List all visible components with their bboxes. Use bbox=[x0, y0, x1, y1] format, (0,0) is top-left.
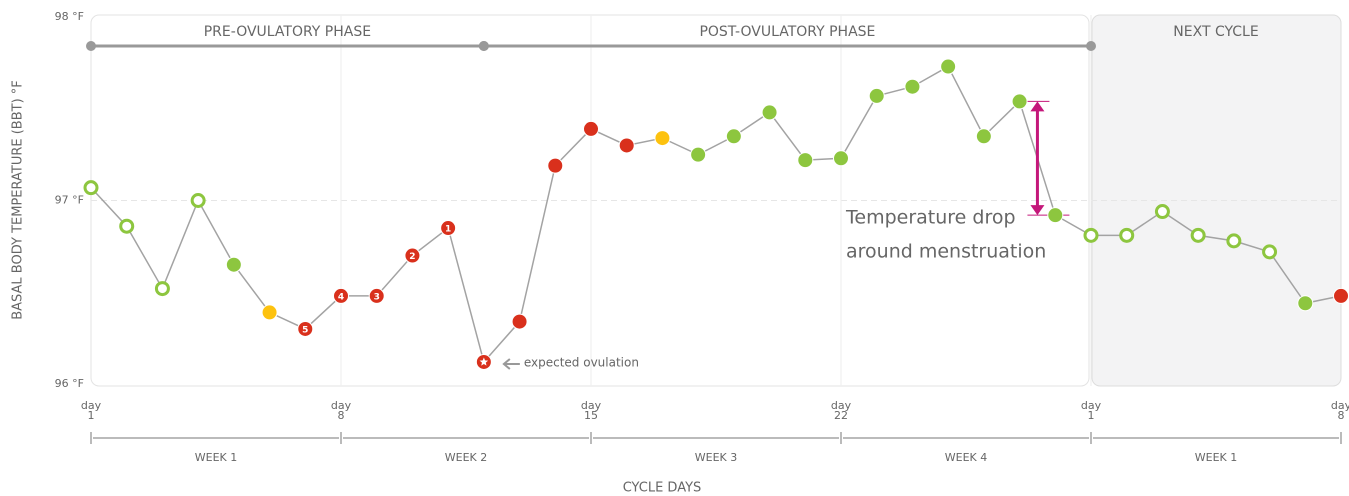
data-point bbox=[154, 281, 170, 297]
data-point bbox=[1262, 244, 1278, 260]
point-label: 5 bbox=[302, 325, 308, 335]
data-point bbox=[583, 120, 599, 137]
data-point bbox=[404, 247, 421, 264]
data-point bbox=[654, 130, 671, 147]
data-point bbox=[940, 58, 957, 75]
data-point bbox=[83, 180, 99, 196]
data-point bbox=[904, 78, 921, 95]
data-point bbox=[511, 313, 528, 330]
data-point bbox=[1226, 233, 1242, 249]
week-label: WEEK 2 bbox=[445, 451, 488, 464]
data-point bbox=[868, 87, 885, 104]
data-point bbox=[1083, 227, 1099, 243]
data-point bbox=[761, 104, 778, 121]
x-axis-label: CYCLE DAYS bbox=[623, 481, 702, 496]
annotation-text: expected ovulation bbox=[524, 355, 639, 369]
phase-label: PRE-OVULATORY PHASE bbox=[204, 24, 371, 40]
plot-panel bbox=[90, 14, 1090, 387]
phase-label: NEXT CYCLE bbox=[1173, 24, 1258, 40]
ovulation-star bbox=[479, 357, 489, 366]
data-point bbox=[297, 320, 314, 337]
data-point bbox=[333, 287, 349, 304]
annotation-text: around menstruation bbox=[846, 241, 1046, 263]
data-point bbox=[690, 146, 707, 163]
data-point bbox=[440, 220, 457, 237]
drop-arrow-head bbox=[1030, 205, 1045, 216]
annotation-text: Temperature drop bbox=[845, 207, 1016, 229]
data-point bbox=[833, 150, 849, 167]
phase-label: POST-OVULATORY PHASE bbox=[699, 24, 875, 40]
data-point bbox=[1333, 287, 1349, 304]
data-point bbox=[368, 287, 385, 304]
annotation-arrow bbox=[502, 358, 520, 370]
point-label: 4 bbox=[338, 292, 344, 302]
data-point bbox=[797, 152, 814, 169]
data-point bbox=[1011, 93, 1028, 110]
data-point bbox=[618, 137, 635, 154]
data-point bbox=[547, 157, 564, 174]
data-point bbox=[1154, 204, 1170, 220]
y-tick-label: 97 °F bbox=[55, 194, 84, 207]
week-label: WEEK 1 bbox=[1195, 451, 1238, 464]
data-point bbox=[225, 256, 242, 273]
data-point bbox=[1047, 207, 1064, 224]
point-label: 3 bbox=[374, 292, 380, 302]
week-label: WEEK 4 bbox=[945, 451, 988, 464]
data-point bbox=[190, 193, 206, 208]
phase-dot bbox=[478, 41, 489, 51]
data-point bbox=[1119, 227, 1135, 243]
x-tick-label: day 1 bbox=[1080, 399, 1102, 422]
data-point bbox=[975, 128, 992, 145]
x-tick-label: day 8 bbox=[330, 399, 352, 422]
data-point bbox=[119, 218, 135, 234]
x-tick-label: day 1 bbox=[80, 399, 102, 422]
data-point bbox=[261, 304, 278, 321]
data-point bbox=[725, 128, 742, 145]
x-tick-label: day 15 bbox=[580, 399, 602, 422]
phase-dot bbox=[1086, 41, 1096, 51]
drop-arrow-head bbox=[1030, 101, 1045, 112]
point-label: 2 bbox=[409, 252, 415, 262]
point-label: 1 bbox=[445, 225, 451, 235]
week-label: WEEK 3 bbox=[695, 451, 738, 464]
week-label: WEEK 1 bbox=[195, 451, 238, 464]
y-tick-label: 98 °F bbox=[55, 10, 84, 23]
y-axis-label: BASAL BODY TEMPERATURE (BBT) °F bbox=[11, 80, 26, 320]
x-tick-label: day 22 bbox=[830, 399, 852, 422]
phase-dot bbox=[86, 41, 96, 51]
x-tick-label: day 8 bbox=[1330, 399, 1349, 422]
data-point bbox=[1190, 227, 1206, 243]
y-tick-label: 96 °F bbox=[55, 377, 84, 390]
data-point bbox=[1297, 295, 1314, 312]
